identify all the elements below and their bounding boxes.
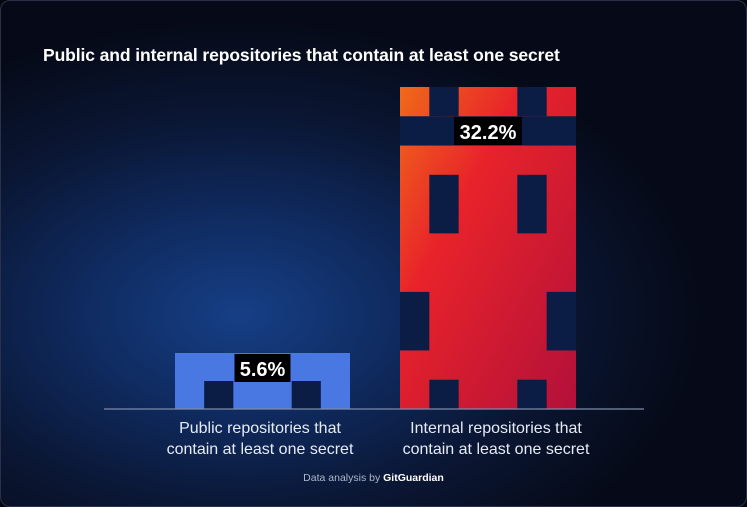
category-label-internal-line1: Internal repositories that [410, 420, 582, 437]
category-label-public-line2: contain at least one secret [166, 441, 354, 458]
category-label-public-line1: Public repositories that [179, 420, 341, 437]
bar-internal-pixel-cutout [400, 291, 430, 351]
value-label-public: 5.6% [240, 359, 286, 381]
chart-title: Public and internal repositories that co… [43, 45, 560, 65]
bar-internal-pixel-cutout [546, 291, 576, 351]
bar-internal-pixel-cutout [517, 174, 547, 234]
bar-internal-pixel-cutout [517, 87, 547, 117]
value-label-internal: 32.2% [460, 122, 517, 144]
bar-public-pixel-cutout [204, 381, 234, 409]
footer-credit: Data analysis by GitGuardian [1, 472, 746, 484]
value-label-public-bg [234, 354, 291, 382]
category-label-public: Public repositories that contain at leas… [130, 418, 390, 460]
value-label-internal-bg [454, 117, 522, 145]
category-label-internal: Internal repositories that contain at le… [366, 418, 626, 460]
category-label-internal-line2: contain at least one secret [402, 441, 590, 458]
bar-internal-pixel-cutout [429, 379, 459, 409]
bar-internal-pixel-cutout [429, 174, 459, 234]
bar-public-pixel-cutout [291, 381, 321, 409]
bar-internal-pixel-cutout [517, 379, 547, 409]
footer-brand: GitGuardian [383, 472, 444, 484]
bar-internal-pixel-cutout [429, 87, 459, 117]
footer-prefix: Data analysis by [303, 472, 381, 484]
